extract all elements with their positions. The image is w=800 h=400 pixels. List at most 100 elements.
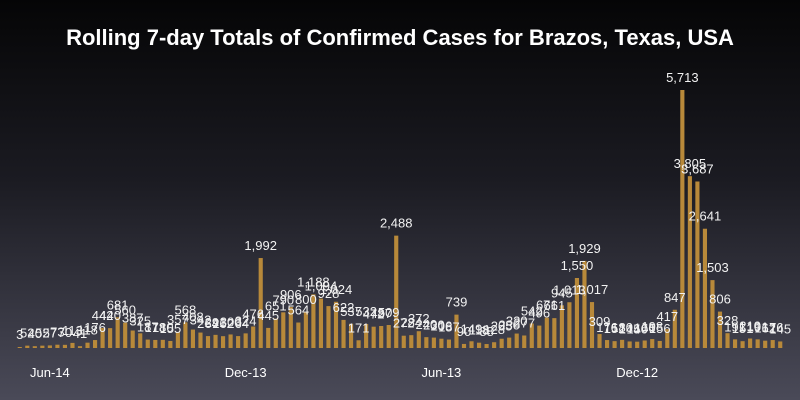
bar xyxy=(514,333,519,348)
data-label: 408 xyxy=(182,310,204,325)
bar xyxy=(311,294,316,348)
data-label: 1,992 xyxy=(244,238,277,253)
bar xyxy=(484,344,489,348)
bar xyxy=(138,333,143,348)
bar xyxy=(499,338,504,348)
bar xyxy=(318,298,324,348)
data-label: 622 xyxy=(333,300,355,315)
data-label: 198 xyxy=(641,319,663,334)
bar xyxy=(296,322,301,348)
data-label: 945 xyxy=(551,285,573,300)
data-label: 52 xyxy=(35,326,49,341)
bar xyxy=(409,335,414,348)
bar xyxy=(85,342,90,348)
data-label: 205 xyxy=(491,319,513,334)
data-label: 328 xyxy=(717,313,739,328)
bar xyxy=(55,344,60,348)
bar xyxy=(386,325,391,348)
bar xyxy=(695,181,700,348)
data-label: 324 xyxy=(235,313,257,328)
data-label: 3,687 xyxy=(681,161,714,176)
data-label: 171 xyxy=(348,320,370,335)
bar xyxy=(333,301,339,348)
data-label: 264 xyxy=(227,316,249,331)
data-label: 928 xyxy=(318,286,340,301)
bar xyxy=(341,319,346,348)
bar xyxy=(589,302,595,348)
data-label: 476 xyxy=(242,307,264,322)
bar xyxy=(273,318,278,348)
data-label: 568 xyxy=(175,302,197,317)
bar xyxy=(77,346,83,348)
bar xyxy=(748,338,753,348)
bar xyxy=(266,327,271,348)
bar xyxy=(115,317,120,348)
data-label: 176 xyxy=(84,320,106,335)
bar xyxy=(439,338,444,348)
data-label: 52 xyxy=(20,326,34,341)
x-axis-ticks: Jun-14 Dec-13 Jun-13 Dec-12 xyxy=(30,365,658,380)
data-label: 325 xyxy=(129,313,151,328)
bar xyxy=(379,326,384,348)
bar xyxy=(394,235,399,348)
data-label: 162 xyxy=(754,321,776,336)
data-label: 800 xyxy=(295,292,317,307)
data-label: 262 xyxy=(212,316,234,331)
data-label: 651 xyxy=(265,299,287,314)
data-label: 118 xyxy=(469,323,490,338)
bar xyxy=(529,323,534,348)
bar xyxy=(424,337,429,348)
data-label: 151 xyxy=(732,321,754,336)
bar xyxy=(717,311,723,348)
data-label: 152 xyxy=(604,321,626,336)
data-label: 40 xyxy=(28,326,42,341)
bar xyxy=(205,336,211,348)
data-label: 113 xyxy=(62,323,83,338)
data-label: 90 xyxy=(457,324,471,339)
bars-group xyxy=(17,90,783,348)
bar xyxy=(213,334,218,348)
bar xyxy=(567,302,572,348)
data-label: 564 xyxy=(287,303,309,318)
data-label: 1,929 xyxy=(568,241,601,256)
data-label: 178 xyxy=(144,320,166,335)
bar xyxy=(552,318,557,348)
bar xyxy=(198,332,203,348)
data-label: 487 xyxy=(370,306,392,321)
data-label: 118 xyxy=(77,323,98,338)
data-label: 739 xyxy=(446,295,468,310)
data-label: 284 xyxy=(400,315,422,330)
bar xyxy=(47,345,52,348)
data-label: 790 xyxy=(272,292,294,307)
data-label: 342 xyxy=(190,313,212,328)
bar xyxy=(537,325,542,348)
bar xyxy=(755,339,760,348)
data-label: 1,017 xyxy=(576,282,609,297)
bar xyxy=(740,341,745,348)
bar xyxy=(356,340,361,348)
bar xyxy=(559,305,564,348)
x-tick-label: Jun-13 xyxy=(422,365,462,380)
data-label: 176 xyxy=(762,320,784,335)
bar xyxy=(665,329,670,348)
bar xyxy=(469,341,474,348)
bar xyxy=(70,342,75,348)
data-label: 671 xyxy=(536,298,558,313)
data-label: 3,805 xyxy=(674,156,707,171)
data-label: 320 xyxy=(506,314,528,329)
bar xyxy=(40,345,45,348)
data-label: 145 xyxy=(769,321,791,336)
bar xyxy=(190,329,196,348)
bar xyxy=(416,331,421,348)
data-label: 357 xyxy=(167,312,189,327)
data-label: 372 xyxy=(408,311,430,326)
data-label: 149 xyxy=(461,321,483,336)
bar xyxy=(680,90,685,348)
bar xyxy=(326,306,331,348)
data-label: 187 xyxy=(438,320,460,335)
data-label: 272 xyxy=(393,316,415,331)
bar xyxy=(108,328,113,348)
data-label: 191 xyxy=(724,319,746,334)
data-label: 230 xyxy=(423,318,445,333)
data-label: 442 xyxy=(92,308,114,323)
